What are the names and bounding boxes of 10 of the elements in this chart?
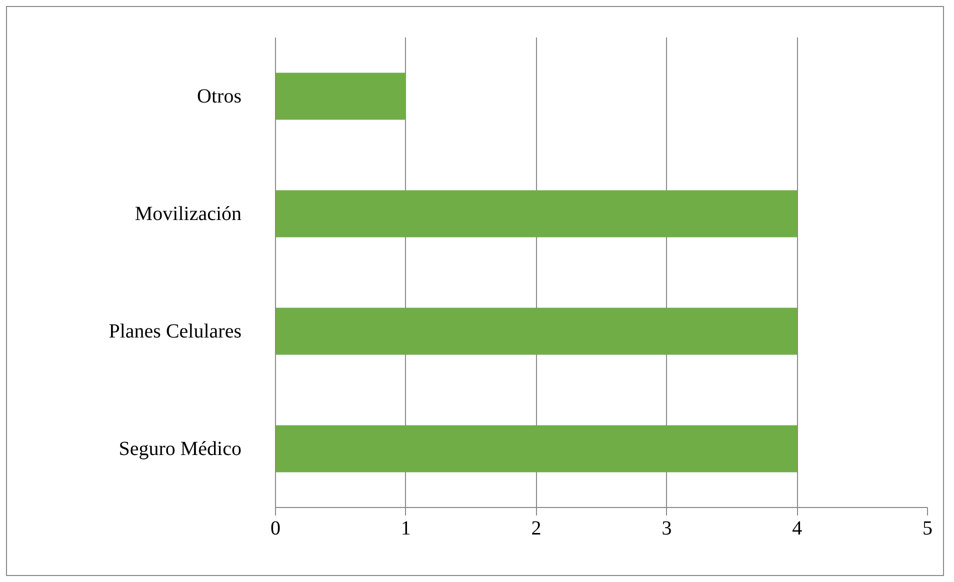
x-tick-label: 1 [400, 518, 411, 540]
y-tick-label: Otros [197, 85, 242, 108]
x-tick-label: 3 [662, 518, 672, 540]
x-tick-label: 4 [792, 518, 802, 540]
x-tick-label: 0 [270, 518, 280, 540]
y-tick-label: Planes Celulares [108, 320, 242, 342]
y-tick-label: Seguro Médico [118, 438, 242, 460]
y-tick-label: Movilización [134, 202, 242, 225]
x-tick-label: 5 [922, 518, 932, 540]
x-tick-label: 2 [531, 518, 542, 540]
